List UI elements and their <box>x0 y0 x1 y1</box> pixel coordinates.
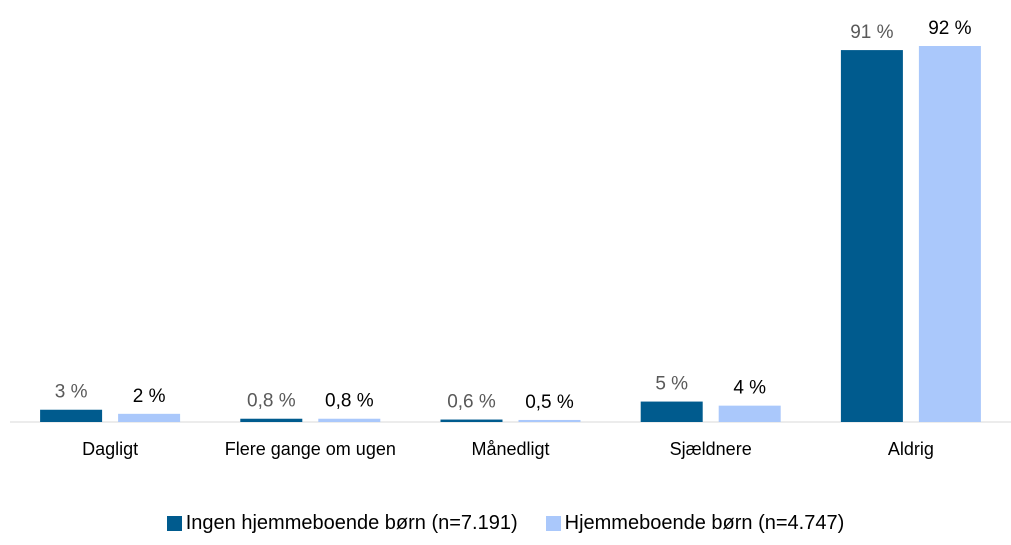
value-label: 3 % <box>55 382 88 403</box>
bar <box>318 418 381 422</box>
value-label: 5 % <box>655 374 688 395</box>
legend-item: Hjemmeboende børn (n=4.747) <box>545 512 845 535</box>
x-tick-label: Flere gange om ugen <box>224 439 396 459</box>
bar <box>40 409 103 422</box>
value-label: 0,8 % <box>325 391 374 412</box>
bar <box>718 405 781 422</box>
value-label: 4 % <box>733 378 766 399</box>
legend: Ingen hjemmeboende børn (n=7.191) Hjemmeb… <box>0 512 1011 535</box>
bar <box>518 419 581 422</box>
value-label: 92 % <box>928 18 971 39</box>
value-label: 2 % <box>133 386 166 407</box>
bar <box>640 401 703 422</box>
value-label: 0,6 % <box>447 392 496 413</box>
legend-swatch <box>545 516 561 531</box>
legend-label: Ingen hjemmeboende børn (n=7.191) <box>185 512 518 534</box>
legend-label: Hjemmeboende børn (n=4.747) <box>564 512 845 534</box>
bar <box>118 413 181 422</box>
x-tick-label: Månedligt <box>471 439 550 459</box>
bar <box>440 419 503 422</box>
x-tick-label: Dagligt <box>82 439 139 459</box>
legend-swatch <box>166 516 182 531</box>
legend-item: Ingen hjemmeboende børn (n=7.191) <box>166 512 518 535</box>
bar <box>918 46 981 422</box>
value-label: 0,5 % <box>525 392 574 413</box>
x-tick-label: Aldrig <box>887 439 934 459</box>
bar <box>840 50 903 423</box>
value-label: 0,8 % <box>247 391 296 412</box>
bar <box>240 418 303 422</box>
value-label: 91 % <box>850 22 893 43</box>
x-tick-label: Sjældnere <box>669 439 752 459</box>
